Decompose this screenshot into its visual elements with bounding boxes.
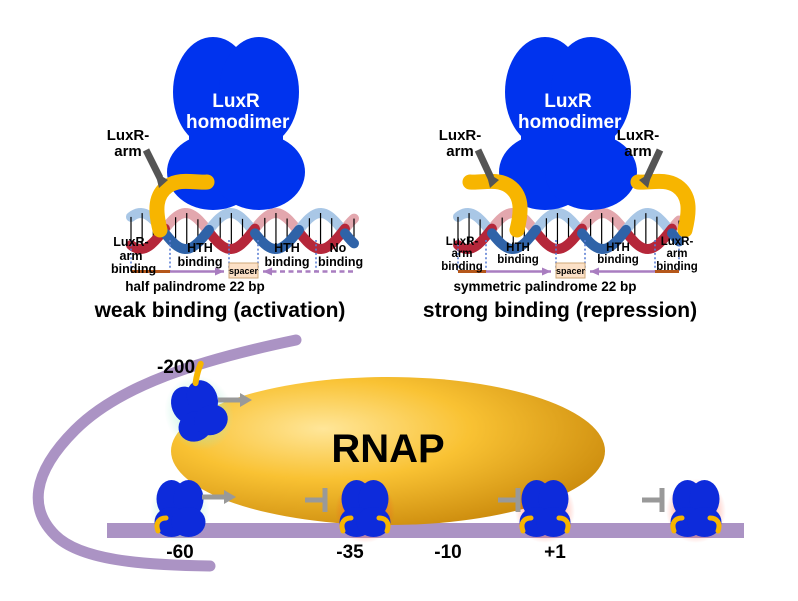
svg-text:spacer: spacer: [229, 266, 259, 276]
svg-text:spacer: spacer: [556, 266, 586, 276]
svg-text:RNAP: RNAP: [331, 427, 444, 471]
